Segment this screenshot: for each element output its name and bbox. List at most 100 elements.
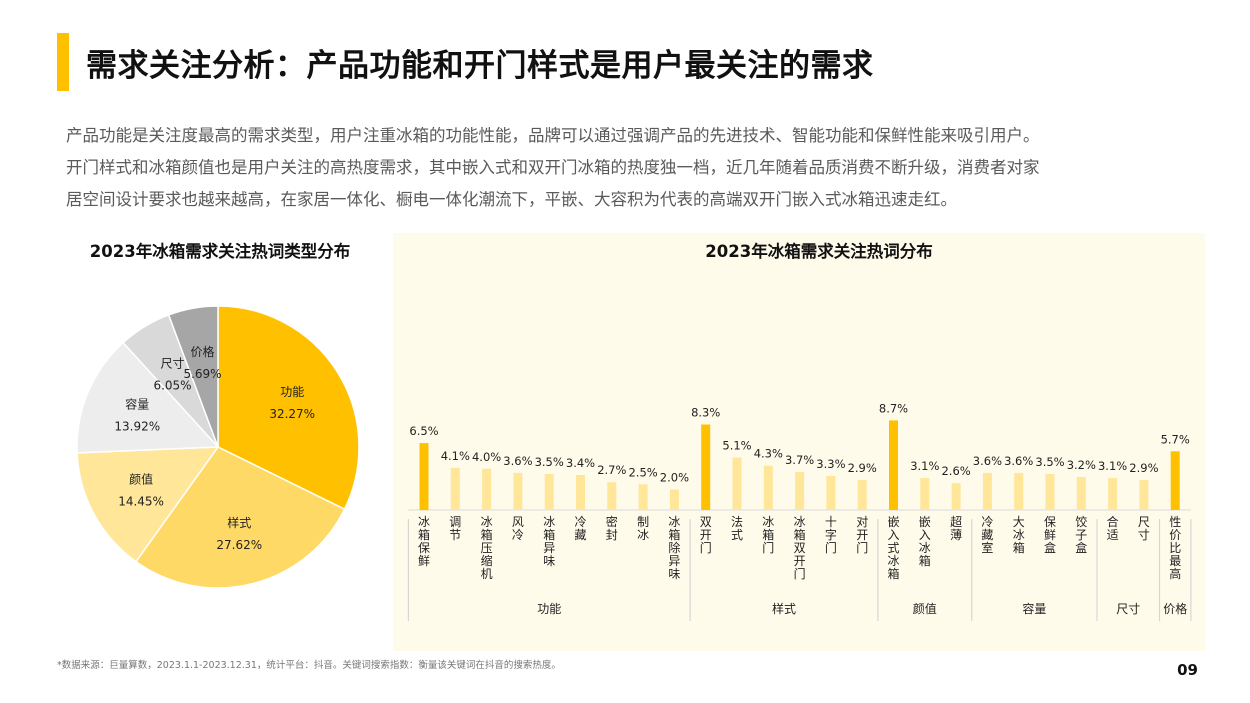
bar <box>1045 473 1055 510</box>
pie-slice-value: 14.45% <box>118 495 164 509</box>
bar-category-label: 冰箱除异味 <box>668 515 680 581</box>
bar-category-label: 调节 <box>449 515 461 542</box>
page-title: 需求关注分析：产品功能和开门样式是用户最关注的需求 <box>86 48 874 84</box>
pie-slice-1 <box>134 446 346 589</box>
title-accent-bar <box>57 33 69 91</box>
bar-category-label: 饺子盒 <box>1075 514 1087 555</box>
intro-line-2: 开门样式和冰箱颜值也是用户关注的高热度需求，其中嵌入式和双开门冰箱的热度独一档，… <box>66 158 1040 177</box>
bar-category-label: 冰箱保鲜 <box>418 515 430 568</box>
pie-chart: 功能 32.27% 样式 27.62% 颜值 14.45% 容量 13.92% 尺寸 6.05% 价… <box>76 305 360 589</box>
pie-slice-0 <box>217 305 360 511</box>
bar-value-label: 3.6% <box>973 454 1002 468</box>
bar-category-label: 尺寸 <box>1138 515 1150 542</box>
bar <box>889 420 898 510</box>
bar-group-label: 尺寸 <box>1116 602 1140 616</box>
bar <box>732 457 742 510</box>
bar-value-label: 3.4% <box>566 456 595 470</box>
bar-group-label: 容量 <box>1022 601 1046 616</box>
bar-category-label: 冰箱压缩机 <box>481 515 493 581</box>
bar <box>701 424 711 510</box>
data-source-footnote: *数据来源：巨量算数，2023.1.1-2023.12.31，统计平台：抖音。关… <box>57 660 561 671</box>
pie-slice-5 <box>167 305 219 448</box>
bar <box>669 489 679 510</box>
pie-slice-value: 32.27% <box>269 407 315 421</box>
pie-slice-value: 27.62% <box>216 538 262 552</box>
bar-category-label: 十字门 <box>825 515 837 555</box>
bar <box>450 467 460 510</box>
bar-value-label: 2.7% <box>597 463 626 477</box>
bar-value-label: 3.5% <box>535 455 564 469</box>
bar-category-label: 冰箱双开门 <box>794 515 806 581</box>
bar-value-label: 3.2% <box>1067 458 1096 472</box>
bar-category-label: 保鲜盒 <box>1044 515 1056 555</box>
bar <box>513 472 523 510</box>
bar-value-label: 2.6% <box>941 464 970 478</box>
bar <box>1108 478 1118 510</box>
bar-category-label: 冰箱异味 <box>543 515 555 568</box>
intro-line-1: 产品功能是关注度最高的需求类型，用户注重冰箱的功能性能，品牌可以通过强调产品的先… <box>66 126 1040 145</box>
bar-value-label: 6.5% <box>409 424 438 438</box>
bar-category-label: 嵌入冰箱 <box>919 515 931 568</box>
bar <box>576 475 585 510</box>
bar-category-label: 制冰 <box>637 515 649 542</box>
bar-category-label: 性价比最高 <box>1169 515 1181 581</box>
bar-category-label: 冷藏室 <box>981 515 993 555</box>
bar-value-label: 3.5% <box>1035 455 1064 469</box>
bar <box>857 480 867 510</box>
bar <box>1076 477 1086 510</box>
bar-value-label: 5.1% <box>722 439 751 453</box>
bar-category-label: 密封 <box>606 514 618 542</box>
bar <box>1139 480 1149 510</box>
bar-category-label: 超薄 <box>950 514 962 542</box>
pie-slice-label: 样式 <box>227 515 251 530</box>
bar-group-label: 价格 <box>1163 601 1187 616</box>
pie-slice-label: 价格 <box>190 344 214 359</box>
bar-chart: 6.5% 冰箱保鲜 4.1% 调节 4.0% 冰箱压缩机 3.6% 风冷 3.5% 冰箱异味 3.4… <box>407 401 1192 621</box>
bar <box>951 483 961 510</box>
bar-category-label: 嵌入式冰箱 <box>887 515 899 581</box>
bar-value-label: 3.6% <box>503 454 532 468</box>
bar-category-label: 双开门 <box>700 515 712 555</box>
pie-slice-label: 功能 <box>280 385 304 399</box>
bar-category-label: 对开门 <box>856 515 868 555</box>
bar-chart-title: 2023年冰箱需求关注热词分布 <box>705 242 933 261</box>
bar <box>826 476 836 510</box>
pie-slice-3 <box>76 341 220 454</box>
pie-slice-2 <box>76 446 220 563</box>
bar-value-label: 8.7% <box>879 401 908 415</box>
pie-chart-title: 2023年冰箱需求关注热词类型分布 <box>89 242 351 261</box>
bar-category-label: 大冰箱 <box>1013 515 1025 555</box>
pie-slice-label: 容量 <box>125 396 149 411</box>
bar-value-label: 3.1% <box>910 459 939 473</box>
bar-category-label: 冷藏 <box>574 515 586 542</box>
bar <box>1014 472 1024 510</box>
bar-value-label: 2.9% <box>1129 461 1158 475</box>
bar <box>638 484 648 511</box>
bar-value-label: 2.0% <box>660 470 689 484</box>
bar <box>795 471 805 510</box>
bar <box>982 472 992 510</box>
bar <box>920 478 930 510</box>
bar <box>1170 451 1180 510</box>
bar <box>544 473 554 510</box>
bar-value-label: 2.5% <box>628 465 657 479</box>
bar-value-label: 3.1% <box>1098 459 1127 473</box>
bar <box>607 482 617 510</box>
pie-slice-label: 尺寸 <box>160 356 184 370</box>
pie-slice-value: 6.05% <box>153 378 191 392</box>
page-number: 09 <box>1177 661 1198 679</box>
bar-group-label: 功能 <box>537 602 561 616</box>
bar-value-label: 2.9% <box>848 461 877 475</box>
bar-group-label: 样式 <box>772 601 796 616</box>
intro-text: 产品功能是关注度最高的需求类型，用户注重冰箱的功能性能，品牌可以通过强调产品的先… <box>66 120 1206 216</box>
bar-value-label: 4.1% <box>441 449 470 463</box>
bar-value-label: 4.0% <box>472 450 501 464</box>
bar-value-label: 5.7% <box>1161 432 1190 446</box>
intro-line-3: 居空间设计要求也越来越高，在家居一体化、橱电一体化潮流下，平嵌、大容积为代表的高… <box>66 190 957 209</box>
bar <box>763 465 773 510</box>
bar-value-label: 4.3% <box>754 447 783 461</box>
bar-category-label: 风冷 <box>512 515 524 542</box>
bar-value-label: 8.3% <box>691 406 720 420</box>
bar-chart-panel <box>393 233 1205 651</box>
bar-category-label: 冰箱门 <box>762 515 774 555</box>
